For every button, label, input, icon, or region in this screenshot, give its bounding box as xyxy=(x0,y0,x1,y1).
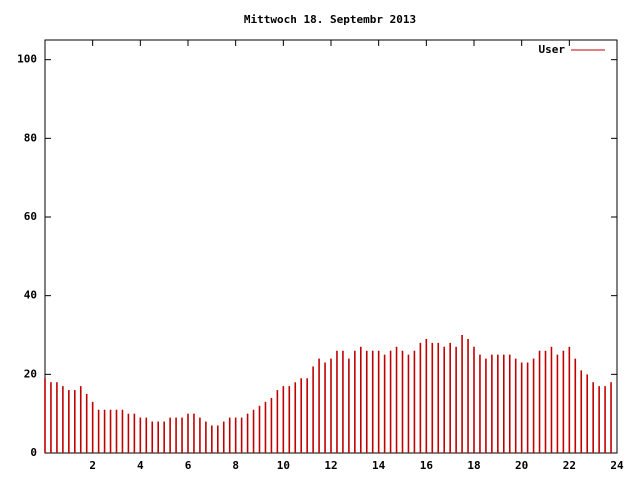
x-tick-label: 8 xyxy=(232,459,239,472)
x-tick-label: 22 xyxy=(563,459,576,472)
y-tick-label: 20 xyxy=(24,367,37,380)
x-tick-label: 24 xyxy=(610,459,624,472)
x-tick-label: 14 xyxy=(372,459,386,472)
y-tick-label: 60 xyxy=(24,210,37,223)
x-tick-label: 12 xyxy=(324,459,337,472)
y-tick-label: 100 xyxy=(17,53,37,66)
y-tick-label: 40 xyxy=(24,289,37,302)
x-tick-label: 4 xyxy=(137,459,144,472)
y-tick-label: 80 xyxy=(24,131,37,144)
legend-label: User xyxy=(539,43,566,56)
y-tick-label: 0 xyxy=(30,446,37,459)
x-tick-label: 16 xyxy=(420,459,434,472)
x-tick-label: 2 xyxy=(89,459,96,472)
x-tick-label: 18 xyxy=(467,459,480,472)
x-tick-label: 6 xyxy=(185,459,192,472)
x-tick-label: 20 xyxy=(515,459,528,472)
chart-title: Mittwoch 18. Septembr 2013 xyxy=(244,13,416,26)
x-tick-label: 10 xyxy=(277,459,290,472)
